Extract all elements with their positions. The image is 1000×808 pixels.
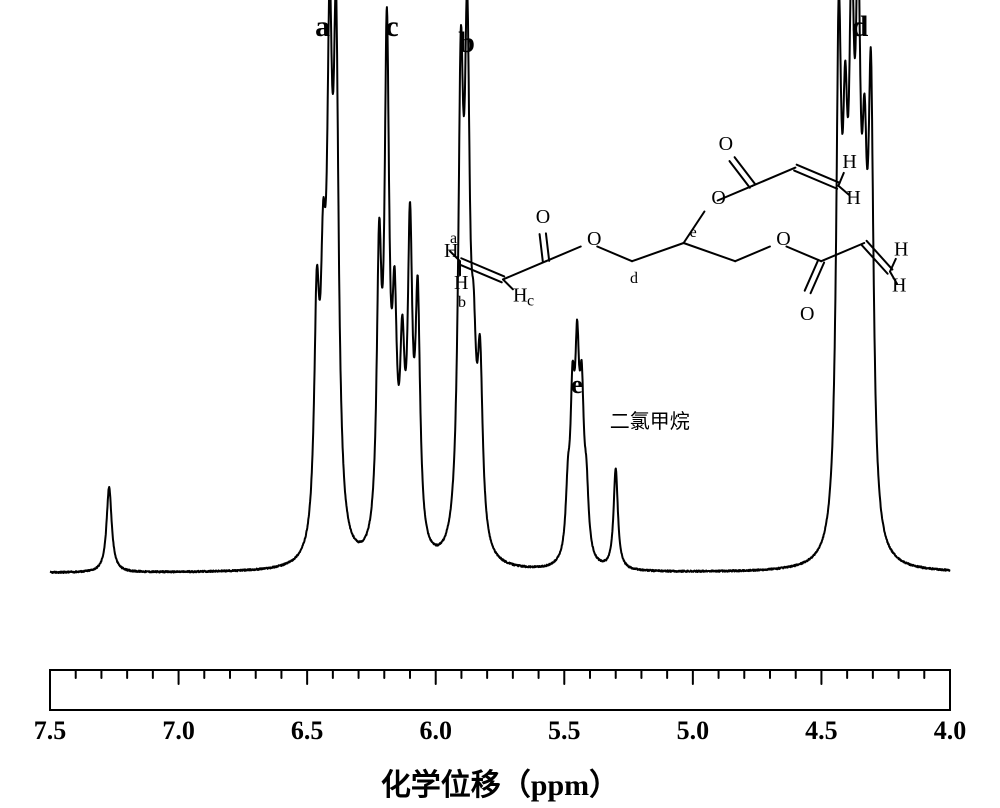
svg-text:H: H — [842, 151, 856, 173]
x-tick-label: 6.0 — [419, 716, 452, 746]
svg-text:H: H — [513, 284, 527, 306]
x-axis-box — [50, 670, 950, 710]
nmr-trace — [50, 0, 950, 573]
svg-text:H: H — [454, 272, 468, 294]
svg-text:O: O — [776, 228, 790, 250]
annotation-solvent: 二氯甲烷 — [610, 405, 690, 434]
svg-text:O: O — [711, 187, 725, 209]
svg-text:c: c — [527, 292, 534, 309]
svg-text:O: O — [800, 303, 814, 325]
x-tick-label: 6.5 — [291, 716, 324, 746]
molecule-inset: OOOOOOHaHbHcHHHHde — [444, 133, 908, 325]
svg-text:O: O — [719, 133, 733, 155]
nmr-svg: OOOOOOHaHbHcHHHHde — [0, 0, 1000, 803]
svg-text:H: H — [846, 187, 860, 209]
x-tick-label: 7.5 — [34, 716, 67, 746]
svg-text:a: a — [450, 230, 457, 247]
svg-text:O: O — [587, 228, 601, 250]
x-tick-label: 4.0 — [934, 716, 967, 746]
x-tick-label: 5.0 — [677, 716, 710, 746]
svg-text:b: b — [458, 294, 466, 311]
peak-label-c: c — [385, 10, 398, 44]
x-tick-label: 4.5 — [805, 716, 838, 746]
svg-text:e: e — [690, 224, 697, 241]
x-tick-label: 7.0 — [162, 716, 195, 746]
svg-text:d: d — [630, 270, 638, 287]
annotation-e: e — [571, 370, 583, 400]
peak-label-b: b — [458, 26, 475, 60]
peak-label-d: d — [852, 10, 869, 44]
svg-text:O: O — [536, 206, 550, 228]
nmr-figure: OOOOOOHaHbHcHHHHde 7.57.06.56.05.55.04.5… — [0, 0, 1000, 803]
svg-text:H: H — [894, 239, 908, 261]
x-axis-label: 化学位移（ppm） — [380, 760, 620, 804]
x-tick-label: 5.5 — [548, 716, 581, 746]
peak-label-a: a — [315, 10, 330, 44]
